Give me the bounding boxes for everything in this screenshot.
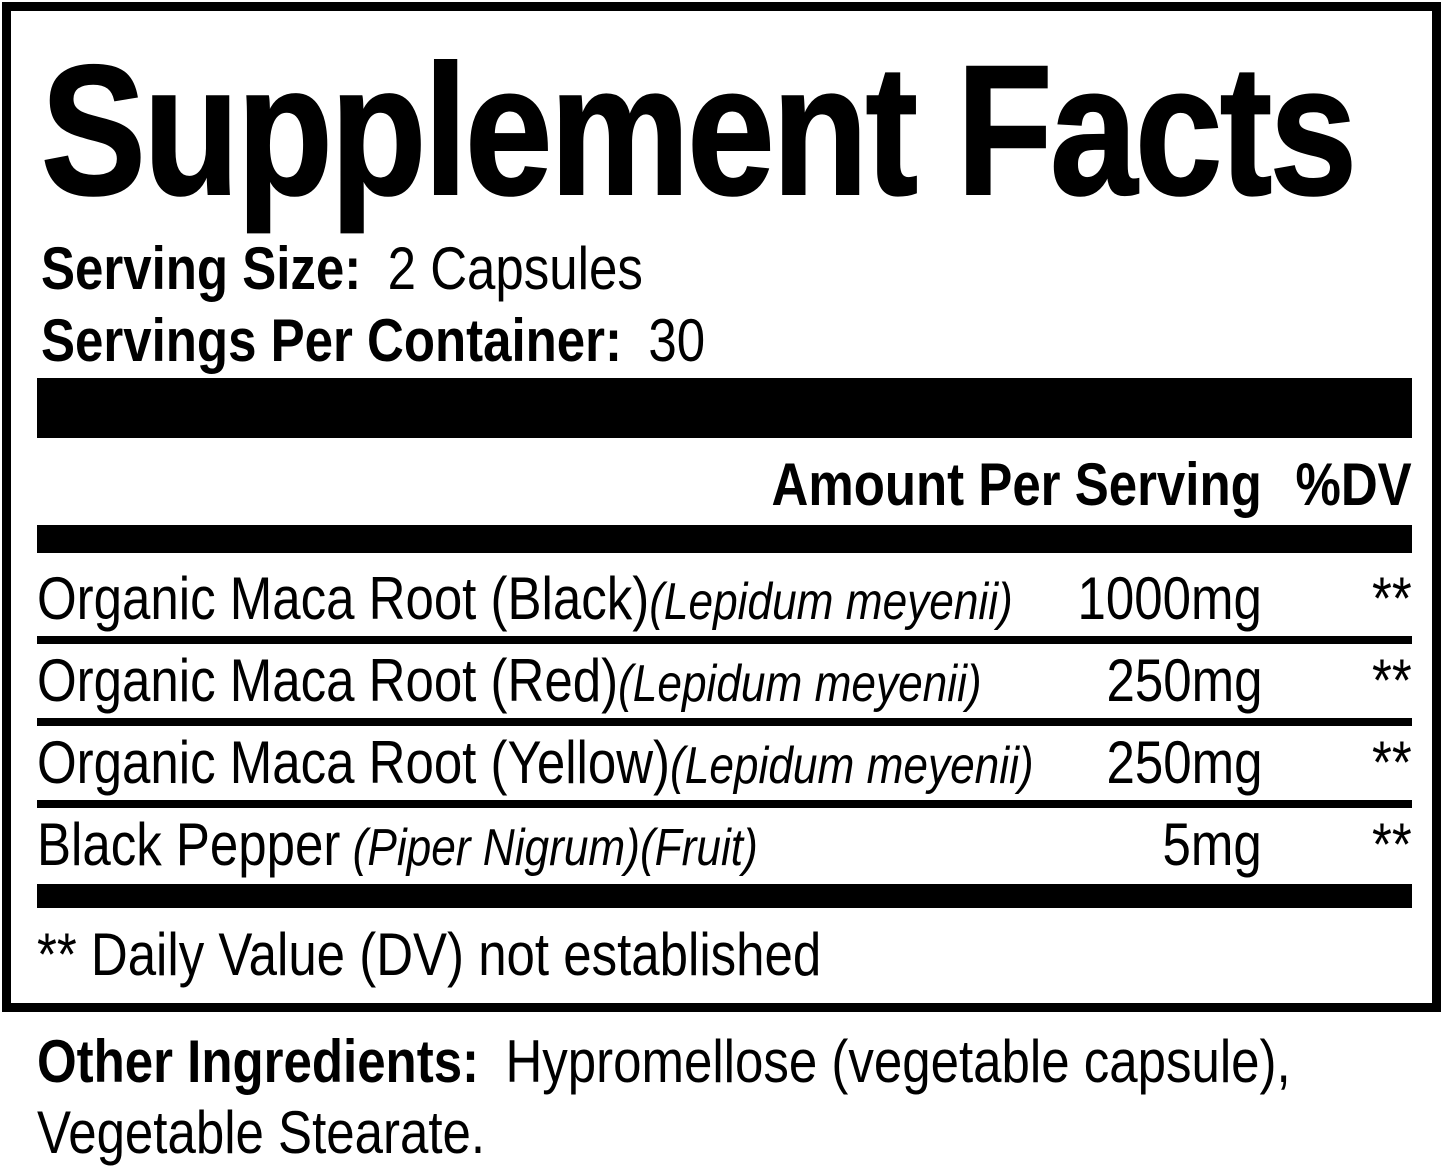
ingredient-name-cell: Organic Maca Root (Red)(Lepidum meyenii) <box>37 644 1079 721</box>
serving-size-row: Serving Size: 2 Capsules <box>41 233 1412 305</box>
separator-bar-thick <box>37 378 1412 438</box>
separator-bar-bottom <box>37 884 1412 908</box>
ingredient-name: Organic Maca Root (Yellow) <box>37 729 671 796</box>
other-ingredients-value1: Hypromellose (vegetable capsule), <box>505 1028 1291 1095</box>
amount-header-cell: Amount Per Serving <box>37 449 1262 521</box>
ingredient-amount-cell: 1000mg <box>1045 562 1262 636</box>
ingredient-dv-cell: ** <box>1365 562 1412 636</box>
servings-per-container-row: Servings Per Container: 30 <box>41 305 1412 377</box>
ingredient-amount-cell: 5mg <box>1145 808 1262 882</box>
other-ingredients-value2: Vegetable Stearate. <box>37 1099 486 1166</box>
panel-title-wrap: Supplement Facts <box>40 28 1421 241</box>
ingredient-amount: 1000mg <box>1077 565 1262 632</box>
ingredient-dv-cell: ** <box>1365 644 1412 718</box>
other-ingredients-section: Other Ingredients: Hypromellose (vegetab… <box>37 1026 1427 1166</box>
ingredient-amount-cell: 250mg <box>1079 644 1262 718</box>
panel-title: Supplement Facts <box>40 28 1358 234</box>
dv-footnote: ** Daily Value (DV) not established <box>37 921 822 988</box>
other-ingredients-label: Other Ingredients: <box>37 1028 480 1095</box>
table-row: Black Pepper (Piper Nigrum)(Fruit) 5mg *… <box>37 808 1412 882</box>
other-ingredients-line2: Vegetable Stearate. <box>37 1097 1427 1166</box>
dv-footnote-row: ** Daily Value (DV) not established <box>37 919 1412 991</box>
supplement-facts-panel: Supplement Facts Serving Size: 2 Capsule… <box>2 2 1441 1012</box>
ingredient-name-cell: Organic Maca Root (Yellow)(Lepidum meyen… <box>37 726 1079 803</box>
ingredient-latin-name: (Lepidum meyenii) <box>670 737 1034 795</box>
servings-per-container-value: 30 <box>648 307 706 374</box>
serving-size-value: 2 Capsules <box>387 235 643 302</box>
table-row: Organic Maca Root (Yellow)(Lepidum meyen… <box>37 726 1412 808</box>
ingredient-dv: ** <box>1372 647 1412 714</box>
ingredient-dv: ** <box>1372 811 1412 878</box>
table-header-row: Amount Per Serving %DV <box>37 449 1412 521</box>
ingredient-name-cell: Organic Maca Root (Black)(Lepidum meyeni… <box>37 562 1045 639</box>
ingredient-name: Black Pepper <box>37 811 341 878</box>
table-row: Organic Maca Root (Black)(Lepidum meyeni… <box>37 562 1412 644</box>
ingredient-amount: 5mg <box>1162 811 1262 878</box>
ingredient-dv-cell: ** <box>1365 808 1412 882</box>
ingredient-latin-name: (Lepidum meyenii) <box>618 655 982 713</box>
ingredient-name-cell: Black Pepper (Piper Nigrum)(Fruit) <box>37 808 1145 885</box>
separator-bar-medium <box>37 525 1412 553</box>
ingredient-latin-name: (Piper Nigrum)(Fruit) <box>340 819 758 877</box>
dv-header-cell: %DV <box>1262 449 1412 521</box>
serving-size-label: Serving Size: <box>41 235 362 302</box>
ingredient-amount: 250mg <box>1106 729 1262 796</box>
servings-per-container-label: Servings Per Container: <box>41 307 623 374</box>
other-ingredients-line1: Other Ingredients: Hypromellose (vegetab… <box>37 1026 1427 1097</box>
serving-info: Serving Size: 2 Capsules Servings Per Co… <box>41 233 1412 377</box>
ingredient-latin-name: (Lepidum meyenii) <box>649 573 1013 631</box>
ingredient-name: Organic Maca Root (Red) <box>37 647 619 714</box>
ingredient-amount-cell: 250mg <box>1079 726 1262 800</box>
table-row: Organic Maca Root (Red)(Lepidum meyenii)… <box>37 644 1412 726</box>
ingredient-name: Organic Maca Root (Black) <box>37 565 650 632</box>
ingredient-dv: ** <box>1372 729 1412 796</box>
ingredient-amount: 250mg <box>1106 647 1262 714</box>
ingredient-table: Organic Maca Root (Black)(Lepidum meyeni… <box>37 562 1412 882</box>
amount-per-serving-header: Amount Per Serving <box>771 451 1262 518</box>
dv-header: %DV <box>1295 451 1412 518</box>
ingredient-dv: ** <box>1372 565 1412 632</box>
ingredient-dv-cell: ** <box>1365 726 1412 800</box>
